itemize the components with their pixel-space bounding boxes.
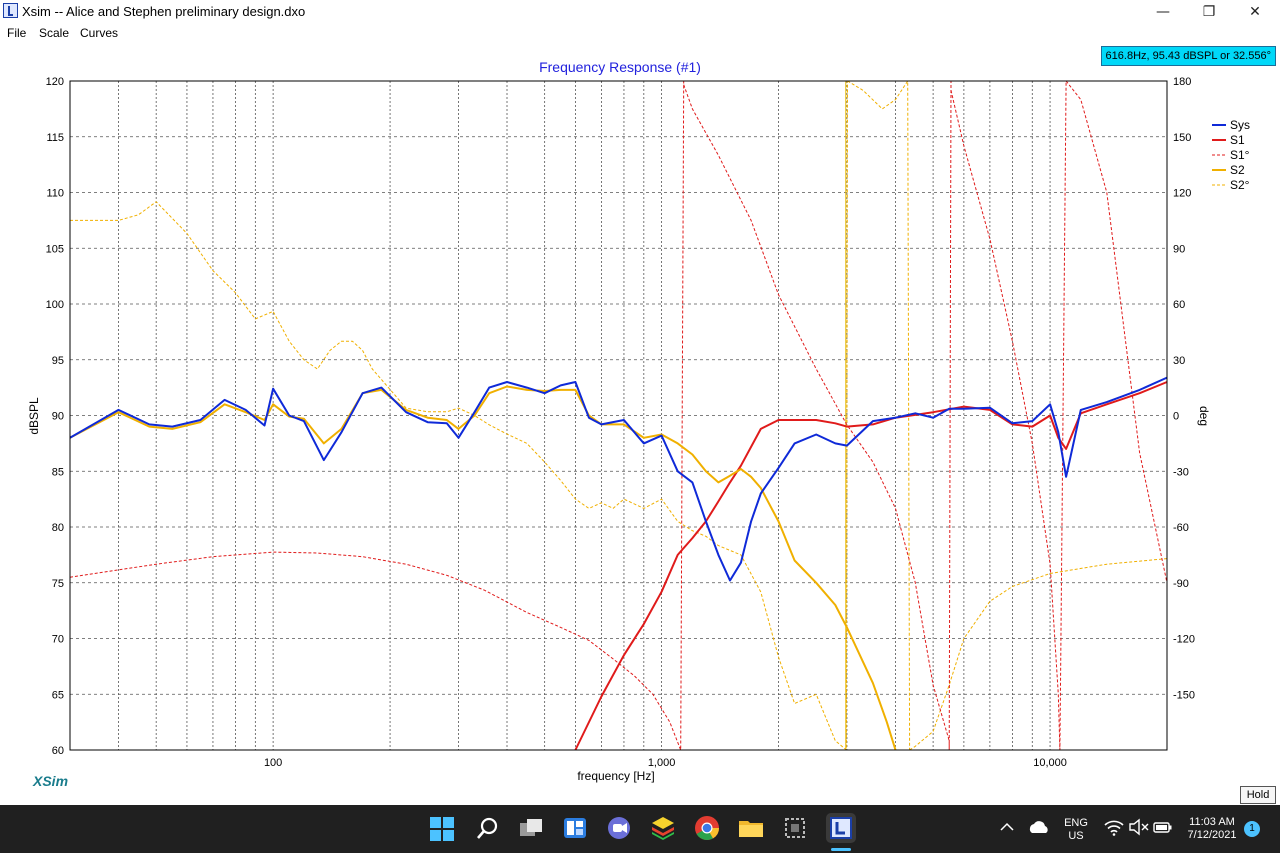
chevron-up-icon[interactable]: [997, 817, 1017, 837]
y2-tick-label: -60: [1173, 522, 1189, 534]
series-s1: [574, 381, 1168, 751]
x-axis-label: frequency [Hz]: [577, 769, 654, 783]
y-tick-label: 105: [46, 243, 64, 255]
cursor-readout: 616.8Hz, 95.43 dBSPL or 32.556°: [1100, 46, 1276, 66]
chart-curves: [69, 80, 1168, 751]
chrome-icon[interactable]: [694, 815, 720, 841]
menu-file[interactable]: File: [7, 26, 27, 40]
widgets-icon[interactable]: [562, 815, 588, 841]
minimize-button[interactable]: —: [1156, 4, 1170, 20]
notification-badge[interactable]: 1: [1244, 821, 1260, 837]
y-axis-label: dBSPL: [27, 397, 41, 435]
menu-curves[interactable]: Curves: [80, 26, 119, 40]
y-tick-label: 115: [46, 132, 64, 144]
y-tick-label: 75: [52, 578, 64, 590]
x-tick-label: 1,000: [648, 757, 676, 769]
y2-tick-label: 120: [1173, 188, 1191, 200]
hold-button[interactable]: Hold: [1240, 786, 1276, 804]
y-tick-label: 90: [52, 411, 64, 423]
legend-label[interactable]: S1°: [1230, 148, 1250, 162]
y2-tick-label: -150: [1173, 689, 1195, 701]
y2-tick-label: 60: [1173, 299, 1185, 311]
y2-tick-label: -30: [1173, 466, 1189, 478]
series-sys: [69, 376, 1168, 582]
legend-label[interactable]: S2°: [1230, 178, 1250, 192]
bluestacks-icon[interactable]: [650, 815, 676, 841]
y-tick-label: 110: [46, 188, 64, 200]
file-explorer-icon[interactable]: [738, 815, 764, 841]
y-tick-label: 120: [46, 76, 64, 88]
plot-frame: [69, 80, 1168, 751]
clock-date: 7/12/2021: [1187, 829, 1237, 841]
y2-axis-label: deg: [1197, 406, 1211, 426]
x-tick-label: 100: [264, 757, 282, 769]
y-tick-label: 80: [52, 522, 64, 534]
y2-tick-label: -120: [1173, 634, 1195, 646]
task-view-icon[interactable]: [518, 815, 544, 841]
frequency-response-chart[interactable]: 60 65 70 75 80 85 90 95 100 105 110 115 120 -150 -120 -…: [0, 43, 1280, 805]
legend-label[interactable]: S1: [1230, 133, 1245, 147]
snipping-icon[interactable]: [782, 815, 808, 841]
xsim-taskbar-icon[interactable]: [826, 813, 856, 843]
y2-tick-label: 0: [1173, 411, 1179, 423]
y-tick-label: 95: [52, 355, 64, 367]
x-tick-label: 10,000: [1033, 757, 1067, 769]
plot-area[interactable]: 60 65 70 75 80 85 90 95 100 105 110 115 120 -150 -120 -…: [0, 43, 1280, 805]
y2-tick-label: 180: [1173, 76, 1191, 88]
search-icon[interactable]: [475, 815, 501, 841]
clock[interactable]: 11:03 AM 7/12/2021: [1180, 816, 1244, 842]
maximize-button[interactable]: ❐: [1202, 4, 1216, 20]
y2-tick-label: 30: [1173, 355, 1185, 367]
xsim-app-icon: [3, 3, 18, 18]
series-s2-phase: [70, 80, 1168, 751]
series-s2: [69, 385, 897, 751]
y-tick-label: 85: [52, 466, 64, 478]
y-tick-label: 65: [52, 689, 64, 701]
menu-scale[interactable]: Scale: [39, 26, 70, 40]
language-code: ENG: [1064, 817, 1088, 829]
legend-label[interactable]: S2: [1230, 163, 1245, 177]
battery-icon[interactable]: [1152, 817, 1174, 837]
y-tick-label: 60: [52, 745, 64, 757]
y2-tick-label: 150: [1173, 132, 1191, 144]
chart-ticks: 60 65 70 75 80 85 90 95 100 105 110 115 120 -150 -120 -…: [46, 76, 1195, 769]
chart-title: Frequency Response (#1): [539, 59, 701, 75]
volume-muted-icon[interactable]: [1128, 817, 1150, 837]
taskbar: ENG US 11:03 AM 7/12/2021 1: [0, 805, 1280, 853]
y-tick-label: 70: [52, 634, 64, 646]
window-title: Xsim -- Alice and Stephen preliminary de…: [22, 4, 306, 19]
language-indicator[interactable]: ENG US: [1060, 817, 1092, 843]
keyboard-layout: US: [1068, 830, 1084, 842]
y2-tick-label: 90: [1173, 243, 1185, 255]
close-button[interactable]: ✕: [1249, 4, 1261, 20]
active-app-indicator: [831, 848, 851, 851]
xsim-logo: XSim: [33, 773, 69, 789]
series-s1-phase: [69, 80, 1168, 751]
menu-bar: File Scale Curves: [0, 24, 1280, 43]
windows-start-icon[interactable]: [430, 817, 454, 841]
y-tick-label: 100: [46, 299, 64, 311]
legend-label[interactable]: Sys: [1230, 118, 1250, 132]
y2-tick-label: -90: [1173, 578, 1189, 590]
clock-time: 11:03 AM: [1189, 816, 1235, 828]
onedrive-cloud-icon[interactable]: [1027, 817, 1051, 837]
title-bar: Xsim -- Alice and Stephen preliminary de…: [0, 0, 1280, 24]
teams-chat-icon[interactable]: [606, 815, 632, 841]
wifi-icon[interactable]: [1103, 817, 1125, 837]
